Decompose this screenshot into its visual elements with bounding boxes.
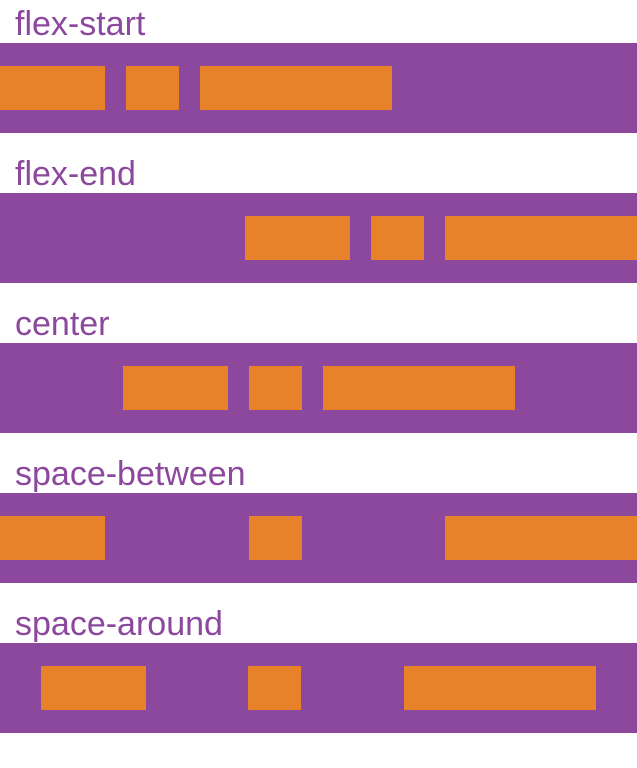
flex-item xyxy=(445,216,637,260)
flex-item xyxy=(200,66,392,110)
justify-content-label: space-between xyxy=(15,455,246,493)
flex-item xyxy=(122,366,228,410)
justify-content-label: flex-start xyxy=(15,5,146,43)
flex-item xyxy=(371,216,424,260)
flex-item xyxy=(248,516,302,560)
flex-item xyxy=(404,666,597,710)
justify-content-label: space-around xyxy=(15,605,223,643)
flex-item xyxy=(322,366,515,410)
flex-demo-section: flex-end xyxy=(0,155,637,283)
justify-content-label: center xyxy=(15,305,110,343)
flex-item xyxy=(445,516,637,560)
flex-container-bar xyxy=(0,193,637,283)
justify-content-demo: flex-start flex-end center space-between xyxy=(0,5,637,733)
flex-item xyxy=(126,66,179,110)
flex-item xyxy=(245,216,350,260)
flex-demo-section: space-between xyxy=(0,455,637,583)
flex-item xyxy=(0,66,105,110)
flex-container-bar xyxy=(0,343,637,433)
flex-item xyxy=(248,366,302,410)
flex-container-bar xyxy=(0,493,637,583)
flex-demo-section: center xyxy=(0,305,637,433)
flex-demo-section: space-around xyxy=(0,605,637,733)
justify-content-label: flex-end xyxy=(15,155,136,193)
flex-container-bar xyxy=(0,43,637,133)
flex-item xyxy=(248,666,302,710)
flex-item xyxy=(40,666,146,710)
flex-item xyxy=(0,516,105,560)
flex-container-bar xyxy=(0,643,637,733)
flex-demo-section: flex-start xyxy=(0,5,637,133)
